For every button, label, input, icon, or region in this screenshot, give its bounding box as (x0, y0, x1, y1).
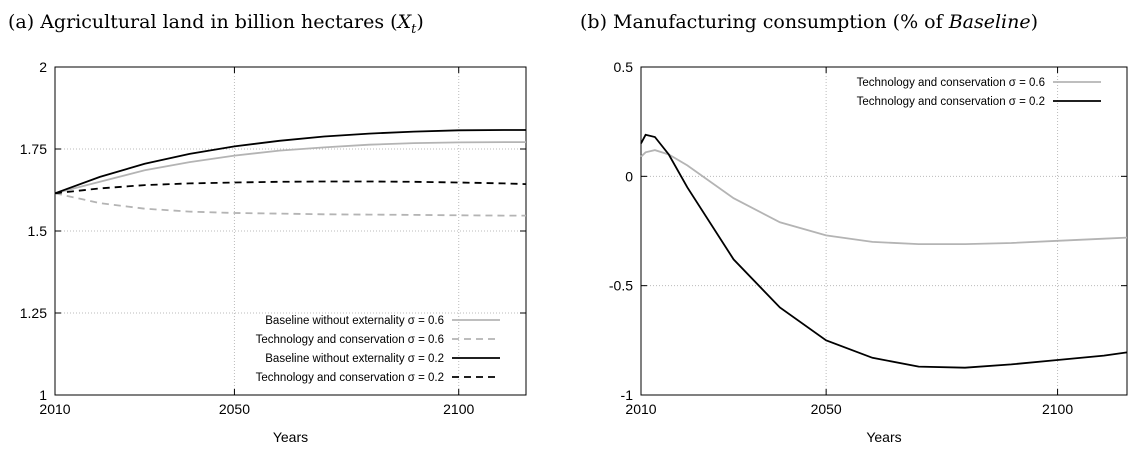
panel-title: (b) Manufacturing consumption (% of Base… (580, 11, 1038, 33)
legend-label: Technology and conservation σ = 0.6 (857, 77, 1045, 89)
y-tick-label: 0.5 (614, 59, 634, 75)
plot-frame (54, 66, 527, 396)
x-tick-label: 2050 (219, 401, 250, 417)
series-line (640, 149, 1128, 245)
x-tick-label: 2050 (811, 401, 842, 417)
x-tick-label: 2010 (625, 401, 656, 417)
legend-label: Technology and conservation σ = 0.6 (256, 334, 444, 346)
legend-label: Technology and conservation σ = 0.2 (857, 96, 1045, 108)
title-part: ) (1031, 11, 1038, 33)
x-axis-label: Years (273, 429, 308, 445)
x-tick-label: 2010 (39, 401, 70, 417)
panel-title: (a) Agricultural land in billion hectare… (8, 11, 424, 37)
plot-frame (640, 66, 1128, 396)
y-tick-label: -0.5 (609, 278, 633, 294)
x-axis-label: Years (866, 429, 901, 445)
y-tick-label: 1.5 (28, 223, 48, 239)
series-line (54, 180, 527, 195)
y-tick-label: 2 (39, 59, 47, 75)
y-tick-label: 1.25 (20, 305, 47, 321)
title-part: t (411, 22, 417, 37)
y-tick-label: 1.75 (20, 141, 47, 157)
title-part: (b) Manufacturing consumption (% of (580, 11, 949, 33)
title-part: X (396, 11, 413, 33)
y-tick-label: 1 (39, 387, 47, 403)
title-part: ) (416, 11, 423, 33)
legend-label: Baseline without externality σ = 0.6 (265, 315, 444, 327)
legend-label: Technology and conservation σ = 0.2 (256, 372, 444, 384)
legend-label: Baseline without externality σ = 0.2 (265, 353, 444, 365)
y-tick-label: -1 (621, 387, 634, 403)
title-part: Baseline (948, 11, 1031, 33)
series-line (640, 133, 1128, 369)
series-line (54, 192, 526, 217)
x-tick-label: 2100 (443, 401, 474, 417)
x-tick-label: 2100 (1042, 401, 1073, 417)
y-tick-label: 0 (625, 168, 633, 184)
series-line (54, 141, 526, 195)
title-part: (a) Agricultural land in billion hectare… (8, 11, 398, 33)
series-line (54, 129, 526, 195)
